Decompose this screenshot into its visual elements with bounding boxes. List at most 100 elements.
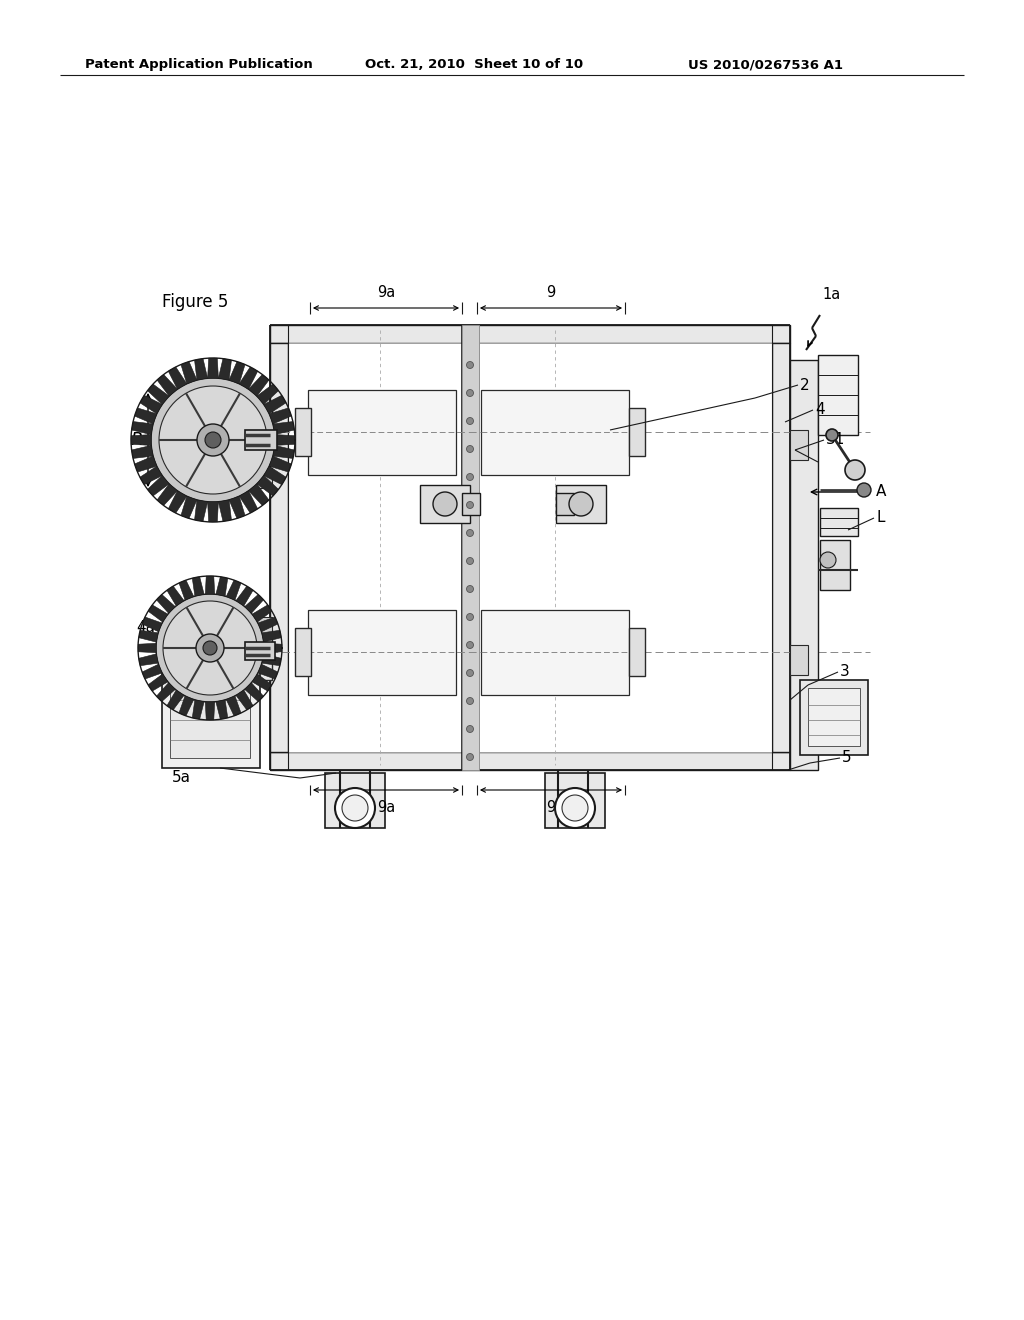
Polygon shape (148, 605, 168, 622)
Polygon shape (195, 359, 208, 380)
Bar (790, 645, 808, 675)
Bar (170, 657, 250, 758)
Polygon shape (226, 579, 241, 601)
Polygon shape (257, 384, 279, 404)
Polygon shape (167, 586, 184, 606)
Circle shape (197, 424, 229, 455)
Polygon shape (205, 576, 215, 594)
Polygon shape (236, 586, 253, 606)
Polygon shape (157, 484, 177, 506)
Bar (820, 508, 858, 536)
Text: A: A (876, 484, 887, 499)
Circle shape (820, 552, 836, 568)
Circle shape (467, 474, 473, 480)
Polygon shape (142, 616, 162, 632)
Circle shape (562, 795, 588, 821)
Circle shape (151, 378, 275, 502)
Polygon shape (157, 682, 175, 701)
Bar (481, 389, 629, 475)
Text: 2: 2 (800, 378, 810, 392)
Bar (808, 688, 860, 746)
Polygon shape (249, 375, 269, 396)
Bar (462, 492, 480, 515)
Bar (270, 343, 288, 752)
Polygon shape (264, 395, 286, 413)
Bar (556, 484, 606, 523)
Bar (295, 408, 311, 455)
Bar (162, 649, 260, 768)
Circle shape (467, 417, 473, 425)
Polygon shape (142, 664, 162, 678)
Text: 4a: 4a (136, 620, 155, 635)
Polygon shape (216, 700, 227, 719)
Text: 4: 4 (815, 403, 824, 417)
Polygon shape (193, 577, 204, 597)
Bar (250, 630, 272, 680)
Polygon shape (205, 702, 215, 719)
Text: US 2010/0267536 A1: US 2010/0267536 A1 (688, 58, 843, 71)
Polygon shape (168, 367, 186, 389)
Polygon shape (252, 675, 272, 692)
Text: L: L (876, 511, 885, 525)
Polygon shape (236, 690, 253, 710)
Bar (250, 411, 272, 459)
Circle shape (467, 754, 473, 760)
Circle shape (467, 557, 473, 565)
Circle shape (826, 429, 838, 441)
Bar (238, 638, 252, 673)
Bar (629, 628, 645, 676)
Bar (250, 469, 272, 488)
Bar (800, 680, 868, 755)
Polygon shape (240, 491, 258, 513)
Circle shape (467, 529, 473, 536)
Polygon shape (168, 491, 186, 513)
Circle shape (335, 788, 375, 828)
Circle shape (467, 586, 473, 593)
Polygon shape (131, 434, 152, 445)
Circle shape (205, 432, 221, 447)
Circle shape (467, 446, 473, 453)
Bar (820, 540, 850, 590)
Polygon shape (252, 605, 272, 622)
Circle shape (857, 483, 871, 498)
Bar (238, 418, 252, 453)
Bar (420, 484, 470, 523)
Polygon shape (208, 502, 218, 521)
Polygon shape (229, 496, 245, 519)
Circle shape (467, 502, 473, 508)
Text: 31: 31 (826, 433, 846, 447)
Text: 5: 5 (842, 751, 852, 766)
Polygon shape (167, 690, 184, 710)
Polygon shape (179, 579, 194, 601)
Polygon shape (147, 475, 169, 496)
Polygon shape (138, 630, 158, 642)
Text: 9a: 9a (377, 285, 395, 300)
Text: 5a: 5a (172, 770, 191, 785)
Bar (288, 343, 772, 752)
Circle shape (196, 634, 224, 663)
Polygon shape (157, 375, 177, 396)
Polygon shape (249, 484, 269, 506)
Polygon shape (269, 408, 292, 424)
Circle shape (156, 594, 264, 702)
Polygon shape (148, 675, 168, 692)
Polygon shape (132, 421, 154, 434)
Bar (629, 408, 645, 455)
Bar (462, 325, 479, 770)
Polygon shape (274, 434, 295, 445)
Bar (481, 610, 629, 696)
Circle shape (845, 459, 865, 480)
Bar (308, 610, 456, 696)
Text: 1a: 1a (822, 286, 841, 302)
Bar (245, 430, 278, 450)
Polygon shape (134, 455, 157, 473)
Bar (295, 628, 311, 676)
Circle shape (203, 642, 217, 655)
Circle shape (342, 795, 368, 821)
Polygon shape (132, 445, 154, 458)
Bar (270, 325, 790, 343)
Circle shape (467, 642, 473, 648)
Polygon shape (272, 421, 294, 434)
Bar (325, 774, 385, 828)
Bar (556, 492, 574, 515)
